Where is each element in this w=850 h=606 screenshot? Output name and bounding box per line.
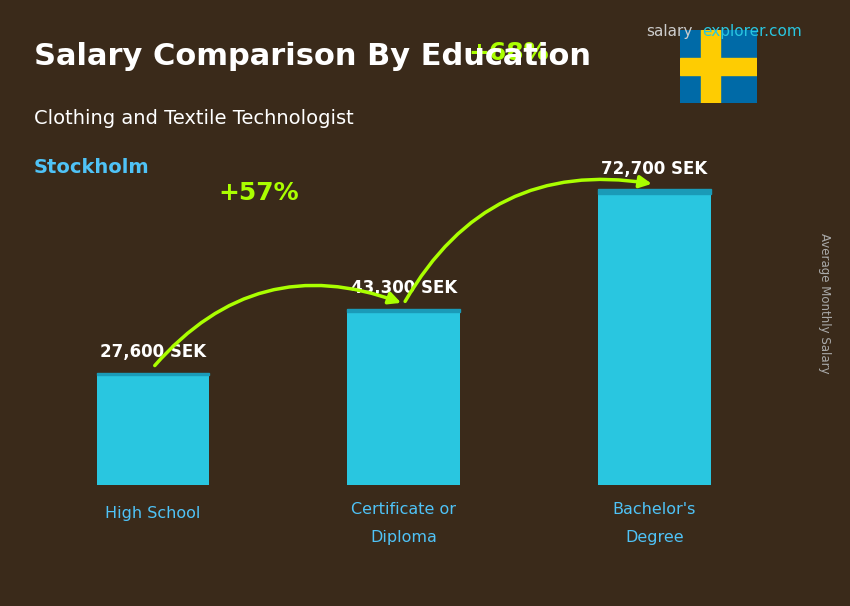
Text: Certificate or: Certificate or [351,502,456,518]
Text: Bachelor's: Bachelor's [613,502,696,518]
Text: +57%: +57% [218,181,298,205]
Text: +68%: +68% [469,41,549,65]
Text: 72,700 SEK: 72,700 SEK [602,159,708,178]
Bar [348,309,460,485]
Bar [598,190,711,194]
Text: Degree: Degree [626,530,684,545]
Text: Clothing and Textile Technologist: Clothing and Textile Technologist [34,109,354,128]
Bar [701,30,720,103]
Text: High School: High School [105,506,201,521]
Bar [680,58,756,75]
Bar [598,190,711,485]
Text: 43,300 SEK: 43,300 SEK [350,279,457,297]
Text: explorer.com: explorer.com [702,24,802,39]
Text: Stockholm: Stockholm [34,158,150,176]
Bar [97,373,209,375]
Text: Diploma: Diploma [371,530,437,545]
Text: 27,600 SEK: 27,600 SEK [100,343,206,361]
Bar [97,373,209,485]
Text: Average Monthly Salary: Average Monthly Salary [818,233,831,373]
Text: salary: salary [646,24,693,39]
Text: Salary Comparison By Education: Salary Comparison By Education [34,42,591,72]
Bar [348,309,460,311]
